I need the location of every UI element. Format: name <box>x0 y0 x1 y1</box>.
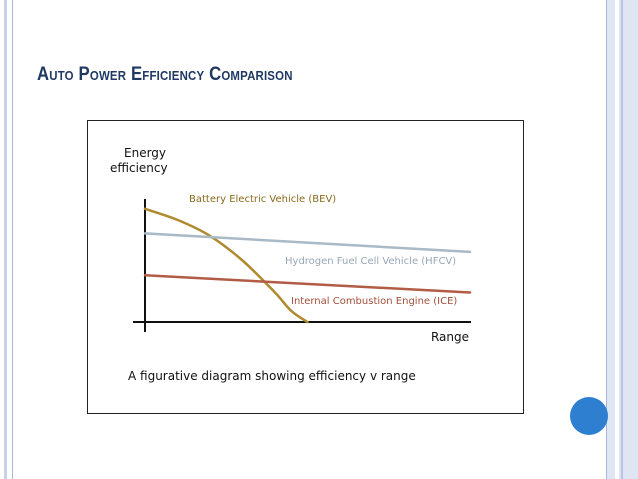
efficiency-chart: Energy efficiency Battery Electric Vehic… <box>110 146 472 383</box>
series-line-hfcv <box>143 232 472 254</box>
series-line-bev <box>143 207 309 324</box>
slide-frame-left <box>0 0 13 479</box>
series-label-ice: Internal Combustion Engine (ICE) <box>291 296 457 307</box>
chart-caption: A figurative diagram showing efficiency … <box>128 369 416 383</box>
x-axis-label: Range <box>431 330 469 344</box>
series-line-ice <box>143 274 472 294</box>
y-axis-label-line-1: Energy <box>124 146 166 160</box>
series-label-hfcv: Hydrogen Fuel Cell Vehicle (HFCV) <box>285 256 456 267</box>
chart-figure: Energy efficiency Battery Electric Vehic… <box>87 120 524 414</box>
series-label-bev: Battery Electric Vehicle (BEV) <box>189 194 336 205</box>
slide-frame-right <box>606 0 638 479</box>
slide-accent-circle <box>570 397 608 435</box>
slide-title: Auto Power Efficiency Comparison <box>37 64 293 85</box>
series-layer <box>143 207 472 324</box>
y-axis-label-line-2: efficiency <box>110 161 168 175</box>
